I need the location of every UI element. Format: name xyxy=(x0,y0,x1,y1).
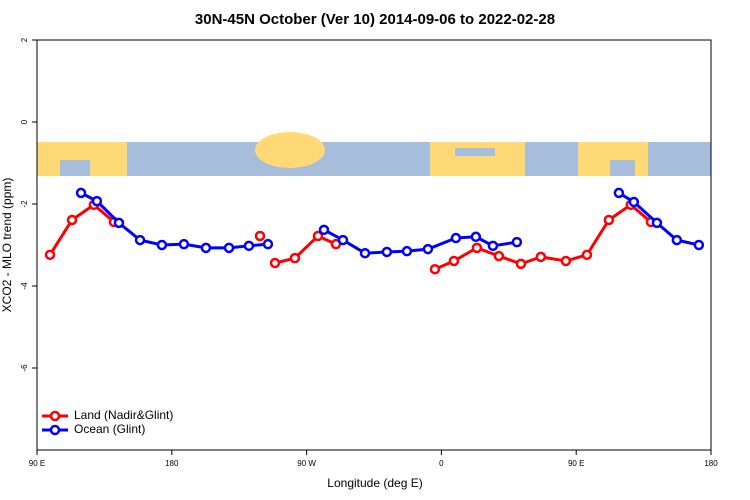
point xyxy=(487,240,499,252)
map-band xyxy=(37,132,711,176)
point xyxy=(381,246,393,258)
y-axis-label: XCO2 - MLO trend (ppm) xyxy=(0,178,14,313)
point xyxy=(243,240,255,252)
point xyxy=(603,214,615,226)
point xyxy=(178,238,190,250)
point xyxy=(450,232,462,244)
point xyxy=(66,214,78,226)
y-tick-label: -4 xyxy=(20,282,29,290)
x-axis-label: Longitude (deg E) xyxy=(327,476,422,490)
point xyxy=(44,249,56,261)
point xyxy=(359,247,371,259)
legend-label: Ocean (Glint) xyxy=(74,422,145,436)
point xyxy=(289,252,301,264)
point xyxy=(422,243,434,255)
point xyxy=(269,257,281,269)
legend-swatch xyxy=(49,424,61,436)
y-tick-label: -6 xyxy=(20,364,29,372)
point xyxy=(254,230,266,242)
point xyxy=(75,187,87,199)
point xyxy=(200,242,212,254)
point xyxy=(493,250,505,262)
x-tick-label: 90 E xyxy=(568,459,584,468)
x-tick-label: 90 E xyxy=(29,459,45,468)
point xyxy=(693,239,705,251)
point xyxy=(581,249,593,261)
point xyxy=(312,230,324,242)
point xyxy=(113,217,125,229)
point xyxy=(337,234,349,246)
point xyxy=(156,239,168,251)
point xyxy=(429,263,441,275)
legend-label: Land (Nadir&Glint) xyxy=(74,408,173,422)
point xyxy=(628,196,640,208)
x-tick-label: 0 xyxy=(439,459,444,468)
x-tick-label: 180 xyxy=(704,459,718,468)
chart-title: 30N-45N October (Ver 10) 2014-09-06 to 2… xyxy=(195,11,555,28)
y-tick-label: 0 xyxy=(20,119,29,124)
point xyxy=(134,234,146,246)
y-tick-label: -2 xyxy=(20,200,29,208)
point xyxy=(223,242,235,254)
y-tick-label: 2 xyxy=(20,37,29,42)
point xyxy=(511,236,523,248)
x-tick-label: 180 xyxy=(165,459,179,468)
point xyxy=(613,187,625,199)
point xyxy=(515,258,527,270)
point xyxy=(671,234,683,246)
point xyxy=(471,242,483,254)
point xyxy=(535,251,547,263)
point xyxy=(91,195,103,207)
point xyxy=(560,255,572,267)
x-tick-label: 90 W xyxy=(297,459,316,468)
point xyxy=(318,224,330,236)
legend-swatch xyxy=(49,410,61,422)
point xyxy=(470,231,482,243)
plot-frame xyxy=(36,39,712,451)
point xyxy=(448,255,460,267)
point xyxy=(262,238,274,250)
point xyxy=(651,217,663,229)
point xyxy=(401,245,413,257)
